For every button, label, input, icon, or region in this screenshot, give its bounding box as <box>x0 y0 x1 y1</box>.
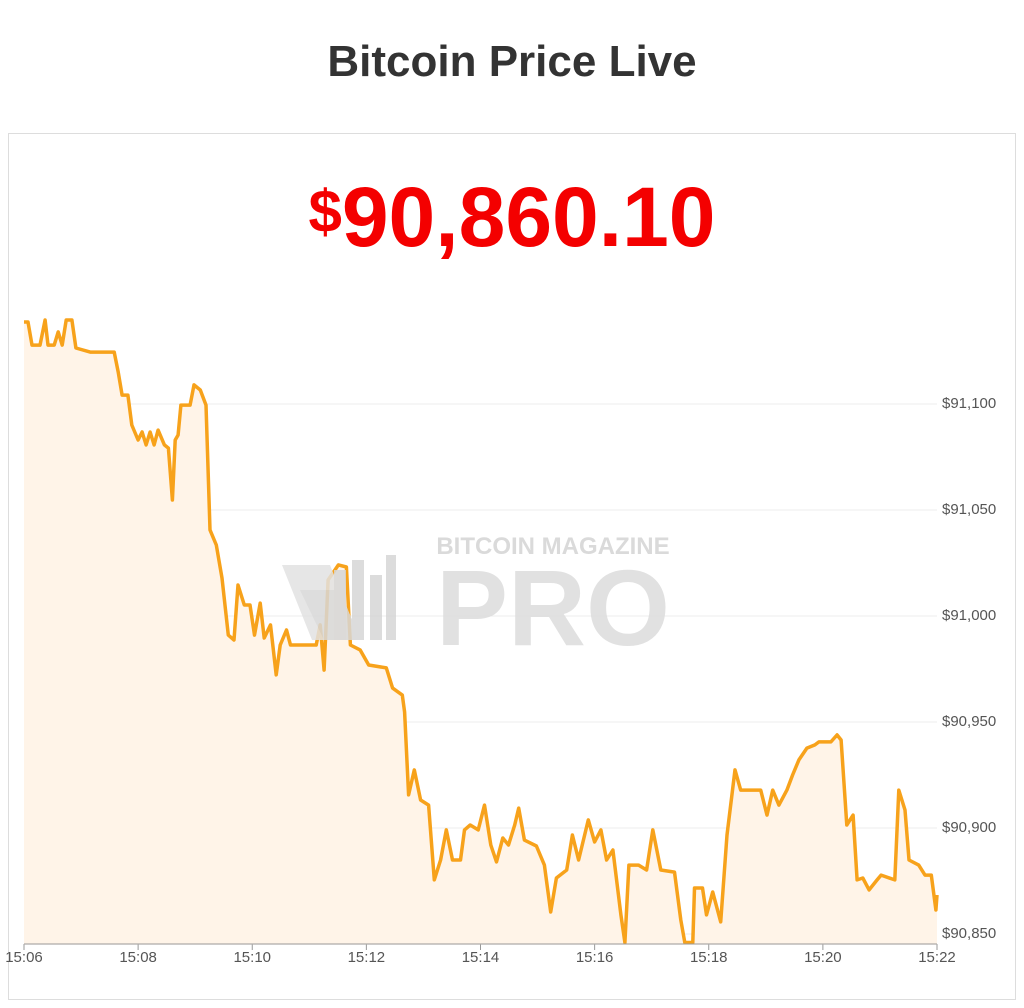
y-tick-label: $91,000 <box>942 607 996 624</box>
watermark-bar <box>334 570 346 640</box>
x-tick-label: 15:22 <box>918 949 956 966</box>
x-tick-label: 15:08 <box>119 949 157 966</box>
x-tick-label: 15:10 <box>233 949 271 966</box>
watermark-bar <box>370 575 382 640</box>
price-currency: $ <box>308 178 341 245</box>
y-tick-label: $91,100 <box>942 395 996 412</box>
price: $90,860.10 <box>308 170 715 264</box>
watermark: BITCOIN MAGAZINE PRO <box>282 533 670 668</box>
plot: $90,850 $90,900 $90,950 $91,000 $91,050 $91,1… <box>5 318 996 966</box>
watermark-bar <box>386 555 396 640</box>
x-tick-label: 15:20 <box>804 949 842 966</box>
x-tick-label: 15:06 <box>5 949 43 966</box>
watermark-bar <box>352 560 364 640</box>
y-tick-label: $90,900 <box>942 819 996 836</box>
page-title: Bitcoin Price Live <box>327 37 696 86</box>
y-tick-label: $90,850 <box>942 925 996 942</box>
price-line <box>24 318 939 945</box>
x-tick-label: 15:16 <box>576 949 614 966</box>
y-tick-label: $91,050 <box>942 501 996 518</box>
area-fill <box>24 320 937 945</box>
watermark-stripe <box>300 590 362 640</box>
watermark-bottom: PRO <box>436 547 670 668</box>
y-tick-label: $90,950 <box>942 713 996 730</box>
watermark-top: BITCOIN MAGAZINE <box>436 533 669 560</box>
x-tick-label: 15:14 <box>462 949 500 966</box>
price-amount: 90,860.10 <box>342 170 716 264</box>
x-tick-label: 15:12 <box>348 949 386 966</box>
x-tick-label: 15:18 <box>690 949 728 966</box>
